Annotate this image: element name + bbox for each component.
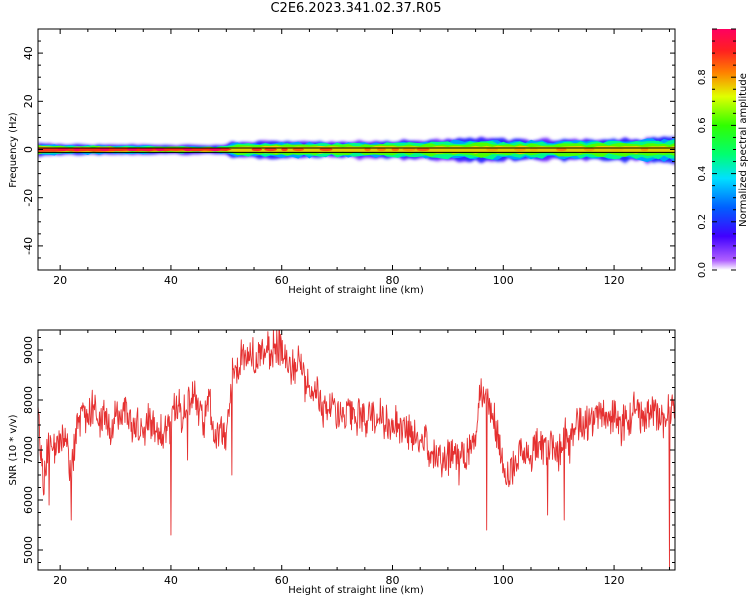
spectrogram-peak-spot xyxy=(127,147,138,152)
spectrogram-axes: 20 40 60 80 100 120 -40 -20 0 20 40 xyxy=(22,28,676,287)
spectrogram-peak-spot xyxy=(264,147,277,152)
x-tick-label: 120 xyxy=(604,274,625,287)
spectrogram-peak-spot xyxy=(556,147,567,152)
x-tick-label: 60 xyxy=(275,574,289,587)
x-tick-label: 40 xyxy=(164,574,178,587)
plot-frame xyxy=(37,329,676,571)
spectrogram-panel: 20 40 60 80 100 120 -40 -20 0 20 40 Height of stra… xyxy=(8,28,676,296)
spectrogram-peak-spot xyxy=(609,147,624,152)
spectrogram-peak-spot xyxy=(364,147,371,152)
spectrogram-y-axis-label: Frequency (Hz) xyxy=(8,112,19,188)
snr-y-axis-label: SNR (10 * v/v) xyxy=(8,414,19,485)
spectrogram-peak-spot xyxy=(583,147,595,152)
x-tick-label: 20 xyxy=(53,574,67,587)
x-tick-label: 40 xyxy=(164,274,178,287)
spectrogram-peak-spot xyxy=(183,147,193,152)
snr-axes: 20 40 60 80 100 120 5000 6000 7000 8000 9000 xyxy=(22,329,676,587)
x-tick-label: 60 xyxy=(275,274,289,287)
colorbar-tick-label: 0.2 xyxy=(697,214,708,230)
snr-line-group xyxy=(38,330,675,568)
colorbar: 0.0 0.2 0.4 0.6 0.8 Normalized spectral ampl… xyxy=(697,28,749,278)
spectrogram-peak-spot xyxy=(416,147,430,152)
spectrogram-peak-spot xyxy=(319,147,333,152)
spectrogram-peak-spot xyxy=(640,147,649,152)
spectrogram-band xyxy=(38,136,675,166)
y-tick-label: 6000 xyxy=(22,486,35,514)
spectrogram-peak-spot xyxy=(155,147,165,152)
snr-panel: 20 40 60 80 100 120 5000 6000 7000 8000 9000 Heigh… xyxy=(8,329,676,596)
colorbar-ticks: 0.0 0.2 0.4 0.6 0.8 xyxy=(697,28,736,278)
spectrogram-peak-spot xyxy=(292,147,305,152)
spectrogram-peak-spot xyxy=(391,147,400,152)
colorbar-tick-label: 0.4 xyxy=(697,166,708,182)
y-tick-label: -40 xyxy=(22,237,35,255)
spectrogram-peak-spot xyxy=(514,147,526,152)
x-tick-label: 100 xyxy=(493,574,514,587)
spectrogram-x-axis-label: Height of straight line (km) xyxy=(288,285,424,296)
y-tick-label: 20 xyxy=(22,94,35,108)
spectrogram-peak-spot xyxy=(486,147,499,152)
x-tick-label: 80 xyxy=(386,574,400,587)
colorbar-gradient xyxy=(712,29,736,270)
spectrogram-peak-spot xyxy=(209,147,222,152)
y-tick-label: -20 xyxy=(22,189,35,207)
y-tick-label: 7000 xyxy=(22,436,35,464)
colorbar-tick-label: 0.0 xyxy=(697,262,708,278)
y-tick-label: 8000 xyxy=(22,386,35,414)
spectrogram-peak-spot xyxy=(73,147,80,152)
x-tick-label: 80 xyxy=(386,274,400,287)
snr-x-axis-label: Height of straight line (km) xyxy=(288,585,424,596)
x-tick-label: 120 xyxy=(604,574,625,587)
spectrogram-peak-spot xyxy=(99,147,110,152)
page-title: C2E6.2023.341.02.37.R05 xyxy=(270,1,442,16)
y-tick-label: 5000 xyxy=(22,536,35,564)
spectrogram-peak-spot xyxy=(529,147,538,152)
colorbar-tick-label: 0.8 xyxy=(697,69,708,85)
x-tick-label: 100 xyxy=(493,274,514,287)
y-tick-label: 40 xyxy=(22,46,35,60)
spectrogram-peak-spot xyxy=(251,147,262,152)
spectrogram-peak-spot xyxy=(655,147,662,152)
y-tick-label: 0 xyxy=(22,146,35,153)
x-tick-label: 20 xyxy=(53,274,67,287)
spectrogram-peak-spot xyxy=(402,147,416,152)
spectrogram-peak-spot xyxy=(281,147,288,152)
snr-series-line xyxy=(38,330,675,568)
colorbar-label: Normalized spectral amplitude xyxy=(738,73,749,227)
y-tick-label: 9000 xyxy=(22,336,35,364)
spectrogram-peak-spot xyxy=(139,147,153,152)
colorbar-tick-label: 0.6 xyxy=(697,117,708,133)
spectrogram-peak-spot xyxy=(57,147,69,152)
spectrogram-peak-spot xyxy=(376,147,386,152)
